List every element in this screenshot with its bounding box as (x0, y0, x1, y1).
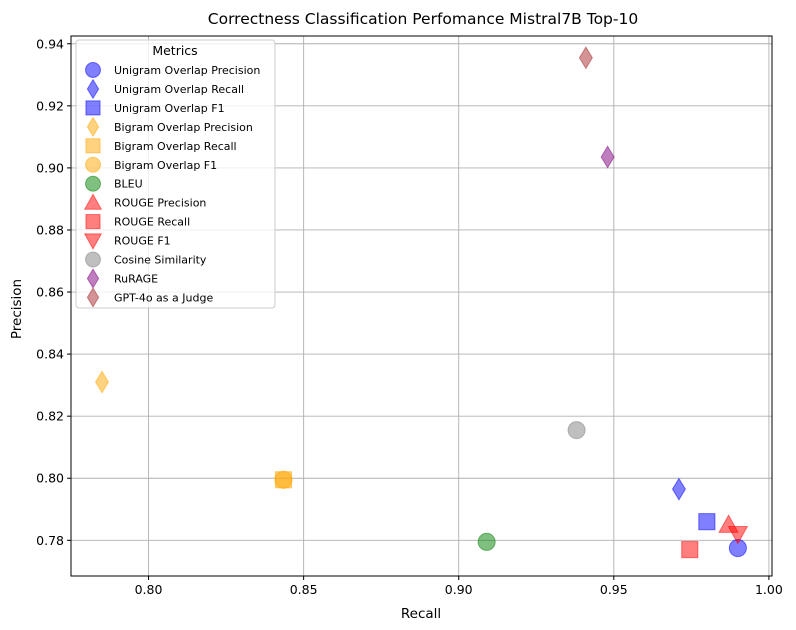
x-tick-label: 1.00 (755, 582, 783, 597)
y-tick-label: 0.90 (36, 160, 64, 175)
legend-box (75, 39, 276, 309)
data-point (477, 532, 496, 551)
legend-marker (86, 287, 100, 308)
data-point (698, 513, 716, 531)
legend-label: RuRAGE (114, 272, 158, 285)
legend-marker (86, 116, 100, 138)
x-axis-label: Recall (401, 606, 441, 622)
legend-label: Bigram Overlap Precision (114, 121, 253, 134)
y-tick-label: 0.80 (36, 471, 64, 486)
legend-marker (85, 100, 101, 116)
data-point (727, 526, 749, 545)
legend-marker (85, 156, 101, 173)
legend-label: Unigram Overlap Precision (114, 64, 260, 77)
legend-title: Metrics (152, 43, 197, 58)
y-tick-label: 0.82 (36, 409, 64, 424)
y-tick-label: 0.84 (36, 347, 64, 362)
legend-marker (83, 193, 103, 210)
data-point (274, 470, 293, 489)
y-axis-label: Precision (9, 279, 25, 339)
legend-items: Unigram Overlap Precision Unigram Overlap… (83, 62, 260, 308)
legend-label: GPT-4o as a Judge (114, 291, 213, 304)
data-points (94, 46, 749, 559)
legend-label: ROUGE Recall (114, 216, 190, 229)
y-tick-label: 0.92 (36, 98, 64, 113)
y-axis-ticks: 0.78 0.80 0.82 0.84 0.86 0.88 0.90 0.92 0.94 (36, 36, 71, 548)
legend-label: Unigram Overlap F1 (114, 102, 225, 115)
legend-label: Cosine Similarity (114, 254, 207, 267)
legend-marker (85, 138, 101, 154)
legend-marker (83, 233, 103, 250)
y-tick-label: 0.78 (36, 533, 64, 548)
legend: Metrics Unigram Overlap PrecisionUnigram… (75, 39, 276, 309)
plot-frame (70, 35, 773, 577)
x-tick-label: 0.95 (600, 582, 628, 597)
legend-label: Bigram Overlap F1 (114, 159, 217, 172)
data-point (94, 370, 110, 394)
legend-label: ROUGE F1 (114, 235, 171, 248)
legend-label: Unigram Overlap Recall (114, 83, 244, 96)
chart-title: Correctness Classification Perfomance Mi… (208, 10, 638, 28)
data-point (600, 145, 615, 169)
data-point (567, 421, 586, 440)
legend-label: BLEU (114, 178, 143, 191)
x-tick-label: 0.85 (290, 582, 318, 597)
y-tick-label: 0.94 (36, 36, 64, 51)
legend-marker (86, 78, 100, 100)
legend-marker (85, 251, 101, 268)
x-axis-ticks: 0.80 0.85 0.90 0.95 1.00 (135, 576, 783, 597)
legend-marker (85, 62, 101, 78)
y-tick-label: 0.86 (36, 285, 64, 300)
data-point (671, 477, 686, 501)
data-point (578, 46, 593, 70)
legend-marker (85, 175, 101, 192)
data-point (681, 541, 699, 559)
legend-label: ROUGE Precision (114, 197, 206, 210)
x-tick-label: 0.90 (445, 582, 473, 597)
legend-label: Bigram Overlap Recall (114, 140, 237, 153)
x-tick-label: 0.80 (135, 582, 163, 597)
y-tick-label: 0.88 (36, 222, 64, 237)
legend-marker (85, 214, 101, 230)
